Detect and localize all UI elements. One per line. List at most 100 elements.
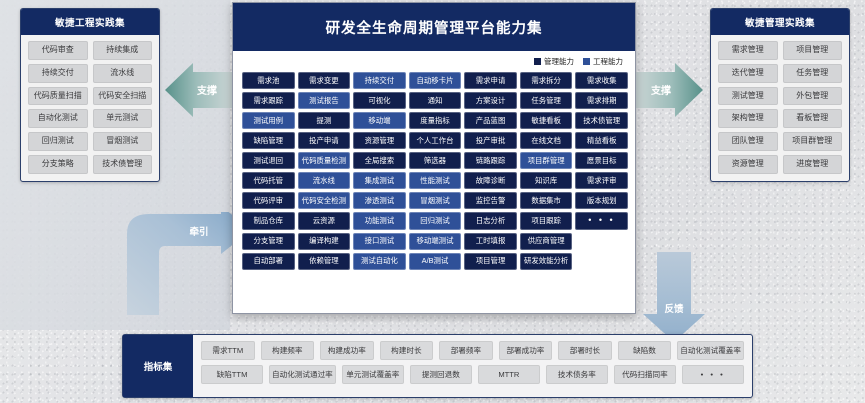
capability-cell[interactable]: 投产申请 (297, 132, 351, 149)
right-practice-item[interactable]: 迭代管理 (718, 63, 778, 83)
capability-cell[interactable]: 回归测试 (408, 212, 462, 230)
capability-cell[interactable]: 个人工作台 (408, 132, 462, 149)
metric-item[interactable]: MTTR (477, 365, 540, 384)
metric-item[interactable]: 部署频率 (439, 341, 493, 360)
capability-cell[interactable]: 需求池 (242, 72, 295, 89)
capability-cell[interactable]: 渗透测试 (353, 192, 406, 209)
capability-cell[interactable]: 需求拆分 (519, 72, 573, 89)
left-practice-item[interactable]: 持续交付 (28, 63, 88, 83)
capability-cell[interactable]: 筛选器 (408, 152, 462, 169)
metric-item[interactable]: 自动化测试覆盖率 (677, 341, 744, 360)
capability-cell[interactable]: 测试报告 (297, 92, 351, 109)
right-practice-item[interactable]: 看板管理 (782, 109, 842, 129)
left-practice-item[interactable]: 技术债管理 (92, 154, 152, 174)
left-practice-item[interactable]: 持续集成 (92, 41, 152, 60)
capability-cell[interactable]: 需求跟踪 (242, 92, 295, 109)
capability-cell[interactable]: 愿景目标 (575, 152, 628, 169)
left-practice-item[interactable]: 代码安全扫描 (92, 86, 152, 106)
capability-cell[interactable]: 任务管理 (519, 92, 573, 109)
right-practice-item[interactable]: 需求管理 (718, 41, 778, 60)
capability-cell[interactable]: 移动端测试 (408, 232, 462, 250)
capability-cell[interactable]: 项目群管理 (519, 152, 573, 169)
capability-cell[interactable]: A/B测试 (408, 252, 462, 270)
capability-cell[interactable]: 分支管理 (242, 232, 295, 250)
left-practice-item[interactable]: 分支策略 (28, 154, 88, 174)
capability-cell[interactable]: 测试退回 (242, 152, 295, 169)
capability-cell[interactable]: 投产审批 (464, 132, 517, 149)
capability-cell[interactable]: 资源管理 (353, 132, 406, 149)
capability-cell[interactable]: 需求排期 (575, 92, 628, 109)
capability-cell[interactable]: 数据集市 (519, 192, 573, 209)
metric-item[interactable]: 构建时长 (379, 341, 434, 360)
metric-item[interactable]: 缺陷TTM (201, 365, 264, 384)
right-practice-item[interactable]: 架构管理 (718, 109, 778, 129)
capability-cell[interactable]: 需求变更 (297, 72, 351, 89)
capability-cell[interactable]: 提测 (297, 112, 351, 129)
capability-cell[interactable]: 版本规划 (575, 192, 628, 209)
capability-cell[interactable]: 制品仓库 (242, 212, 295, 230)
capability-cell[interactable]: 代码评审 (242, 192, 295, 209)
capability-cell[interactable]: 代码质量检测 (297, 152, 351, 169)
capability-cell[interactable]: 缺陷管理 (242, 132, 295, 149)
metric-item[interactable]: 单元测试覆盖率 (341, 365, 404, 384)
left-practice-item[interactable]: 回归测试 (28, 132, 88, 151)
capability-cell[interactable]: 代码托管 (242, 172, 295, 189)
capability-cell[interactable]: 自动部署 (242, 252, 295, 270)
capability-cell[interactable]: 方案设计 (464, 92, 517, 109)
capability-cell[interactable]: 度量指标 (408, 112, 462, 129)
capability-cell[interactable]: 供应商管理 (519, 232, 573, 250)
capability-cell[interactable]: 性能测试 (408, 172, 462, 189)
capability-cell[interactable]: 编译构建 (297, 232, 351, 250)
capability-cell[interactable]: 需求申请 (464, 72, 517, 89)
capability-cell[interactable]: 项目管理 (464, 252, 517, 270)
capability-cell[interactable]: 全局搜索 (353, 152, 406, 169)
metric-item[interactable]: 技术债务率 (545, 365, 608, 384)
right-practice-item[interactable]: 任务管理 (782, 63, 842, 83)
right-practice-item[interactable]: 资源管理 (718, 154, 778, 174)
metric-item[interactable]: 代码扫描同率 (613, 365, 676, 384)
capability-cell[interactable]: 监控告警 (464, 192, 517, 209)
right-practice-item[interactable]: 项目管理 (782, 41, 842, 60)
left-practice-item[interactable]: 流水线 (92, 63, 152, 83)
capability-cell[interactable]: 敏捷看板 (519, 112, 573, 129)
metric-item[interactable]: 自动化测试通过率 (269, 365, 336, 384)
capability-cell[interactable]: 接口测试 (353, 232, 406, 250)
capability-cell[interactable]: 技术债管理 (575, 112, 628, 129)
right-practice-item[interactable]: 外包管理 (782, 86, 842, 106)
capability-cell[interactable]: 持续交付 (353, 72, 406, 89)
capability-cell[interactable]: 流水线 (297, 172, 351, 189)
left-practice-item[interactable]: 自动化测试 (28, 109, 88, 129)
right-practice-item[interactable]: 团队管理 (718, 132, 778, 151)
capability-cell[interactable]: 冒烟测试 (408, 192, 462, 209)
metric-item[interactable]: 提测回退数 (409, 365, 472, 384)
metric-item[interactable]: 构建成功率 (320, 341, 374, 360)
capability-cell[interactable]: 故障诊断 (464, 172, 517, 189)
metric-item[interactable]: 缺陷数 (617, 341, 672, 360)
capability-cell[interactable]: 日志分析 (464, 212, 517, 230)
capability-cell[interactable]: 项目跟踪 (519, 212, 573, 230)
capability-cell[interactable]: 测试用例 (242, 112, 295, 129)
metric-item[interactable]: • • • (681, 365, 744, 384)
metric-item[interactable]: 构建频率 (260, 341, 315, 360)
left-practice-item[interactable]: 代码审查 (28, 41, 88, 60)
capability-cell[interactable]: 需求收集 (575, 72, 628, 89)
capability-cell[interactable]: 通知 (408, 92, 462, 109)
capability-cell[interactable]: 需求评审 (575, 172, 628, 189)
capability-cell[interactable]: 研发效能分析 (519, 252, 573, 270)
capability-cell[interactable]: 可视化 (353, 92, 406, 109)
capability-cell[interactable]: 精益看板 (575, 132, 628, 149)
right-practice-item[interactable]: 测试管理 (718, 86, 778, 106)
left-practice-item[interactable]: 代码质量扫描 (28, 86, 88, 106)
capability-cell[interactable]: 测试自动化 (353, 252, 406, 270)
capability-cell[interactable]: 在线文档 (519, 132, 573, 149)
capability-cell[interactable]: 知识库 (519, 172, 573, 189)
metric-item[interactable]: 部署时长 (558, 341, 612, 360)
capability-cell[interactable]: 功能测试 (353, 212, 406, 230)
right-practice-item[interactable]: 进度管理 (782, 154, 842, 174)
metric-item[interactable]: 需求TTM (201, 341, 255, 360)
capability-cell[interactable]: 自动移卡片 (408, 72, 462, 89)
capability-cell[interactable]: 移动端 (353, 112, 406, 129)
right-practice-item[interactable]: 项目群管理 (782, 132, 842, 151)
capability-cell[interactable]: 云资源 (297, 212, 351, 230)
capability-cell[interactable]: 集成测试 (353, 172, 406, 189)
